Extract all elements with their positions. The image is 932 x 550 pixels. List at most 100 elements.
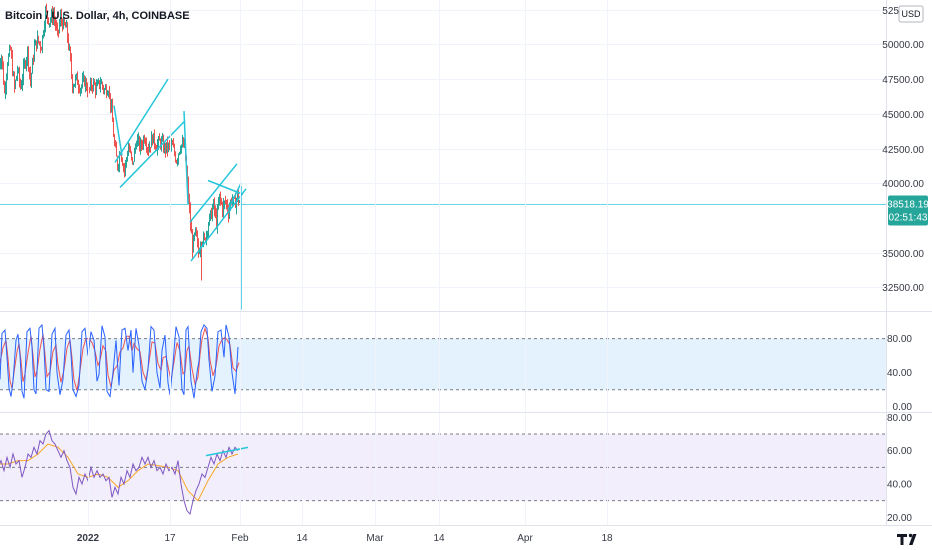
candle-body xyxy=(126,158,127,163)
candle-body xyxy=(177,160,178,163)
currency-button[interactable] xyxy=(898,5,924,23)
candle-body xyxy=(74,84,75,87)
candle-body xyxy=(148,148,149,152)
time-axis[interactable]: 2022 17 Feb 14 Mar 14 Apr 18 xyxy=(77,0,613,544)
trendline-drawing[interactable] xyxy=(190,188,247,262)
candle-body xyxy=(150,147,151,149)
trendline-drawing[interactable] xyxy=(183,111,189,205)
candle-body xyxy=(149,147,150,152)
time-axis-label: 14 xyxy=(433,533,445,544)
time-axis-label: Mar xyxy=(366,533,384,544)
candle-body xyxy=(61,14,62,22)
candle-body xyxy=(8,55,9,65)
trendline-drawing[interactable] xyxy=(227,182,242,210)
price-axis-label: 42500.00 xyxy=(882,145,924,156)
candle-body xyxy=(122,159,123,166)
bar-countdown: 02:51:43 xyxy=(889,213,928,224)
candle-body xyxy=(166,142,167,152)
candle-body xyxy=(52,12,53,21)
candle-body xyxy=(181,144,182,150)
tradingview-logo-icon[interactable] xyxy=(889,527,929,549)
candle-body xyxy=(152,135,153,144)
candle-body xyxy=(97,82,98,86)
candle-body xyxy=(167,142,168,150)
candle-body xyxy=(24,62,25,65)
candle-body xyxy=(209,215,210,225)
candle-body xyxy=(213,200,214,209)
candle-body xyxy=(229,208,230,217)
candle-body xyxy=(117,156,118,169)
candle-body xyxy=(63,18,64,29)
candle-body xyxy=(217,208,218,228)
candle-body xyxy=(196,228,197,236)
candle-body xyxy=(178,154,179,161)
time-axis-label: 14 xyxy=(296,533,308,544)
candle-body xyxy=(225,201,226,203)
candle-body xyxy=(110,93,111,108)
candle-body xyxy=(184,142,185,147)
rsi-axis[interactable]: 80.00 60.00 40.00 20.00 xyxy=(887,413,912,524)
candle-body xyxy=(188,181,189,200)
candle-body xyxy=(83,76,84,80)
candle-body xyxy=(21,85,22,89)
price-axis-label: 40000.00 xyxy=(882,179,924,190)
candle-body xyxy=(140,142,141,149)
candle-body xyxy=(84,76,85,86)
candle-body xyxy=(171,144,172,147)
last-price-badge: 38518.19 02:51:43 xyxy=(887,195,929,226)
candle-body xyxy=(214,200,215,211)
candle-body xyxy=(202,243,203,245)
candle-body xyxy=(66,23,67,28)
candle-body xyxy=(3,66,4,84)
candle-body xyxy=(144,137,145,142)
candle-body xyxy=(159,138,160,141)
candle-body xyxy=(50,19,51,24)
candle-body xyxy=(64,18,65,25)
candle-body xyxy=(138,137,139,140)
price-axis[interactable]: 52500.0050000.0047500.0045000.0042500.00… xyxy=(882,6,924,294)
candle-body xyxy=(162,139,163,141)
candle-body xyxy=(47,10,48,18)
trendline-drawing[interactable] xyxy=(114,78,169,163)
rsi-axis-label: 40.00 xyxy=(887,480,912,491)
trendline-drawing[interactable] xyxy=(113,105,123,156)
candle-body xyxy=(15,80,16,88)
candle-body xyxy=(9,47,10,56)
candle-body xyxy=(71,59,72,76)
candle-body xyxy=(226,201,227,204)
candle-body xyxy=(102,82,103,87)
trendline-drawing[interactable] xyxy=(189,163,238,223)
candle-body xyxy=(10,47,11,50)
candle-body xyxy=(6,76,7,89)
price-pane[interactable] xyxy=(0,3,886,310)
candle-body xyxy=(179,152,180,155)
candle-body xyxy=(183,141,184,147)
candle-body xyxy=(92,87,93,89)
time-axis-label: Feb xyxy=(231,533,249,544)
candle-body xyxy=(174,146,175,154)
candle-body xyxy=(89,88,90,90)
candle-body xyxy=(124,166,125,172)
candle-body xyxy=(145,141,146,145)
candle-body xyxy=(211,210,212,219)
candle-body xyxy=(31,73,32,83)
price-axis-label: 32500.00 xyxy=(882,283,924,294)
candle-body xyxy=(68,38,69,49)
candle-body xyxy=(108,92,109,95)
candle-body xyxy=(168,143,169,150)
candle-body xyxy=(208,224,209,233)
candle-body xyxy=(87,88,88,94)
candle-body xyxy=(69,47,70,49)
candle-body xyxy=(113,121,114,137)
candle-body xyxy=(27,48,28,60)
stochastic-axis[interactable]: 80.00 40.00 0.00 xyxy=(887,334,912,413)
currency-label: USD xyxy=(901,9,921,19)
price-axis-label: 50000.00 xyxy=(882,40,924,51)
trendline-drawing[interactable] xyxy=(119,120,186,188)
candle-body xyxy=(134,149,135,162)
price-axis-label: 47500.00 xyxy=(882,75,924,86)
stochastic-pane[interactable] xyxy=(0,323,886,399)
candle-body xyxy=(142,145,143,147)
rsi-pane[interactable] xyxy=(0,429,886,516)
